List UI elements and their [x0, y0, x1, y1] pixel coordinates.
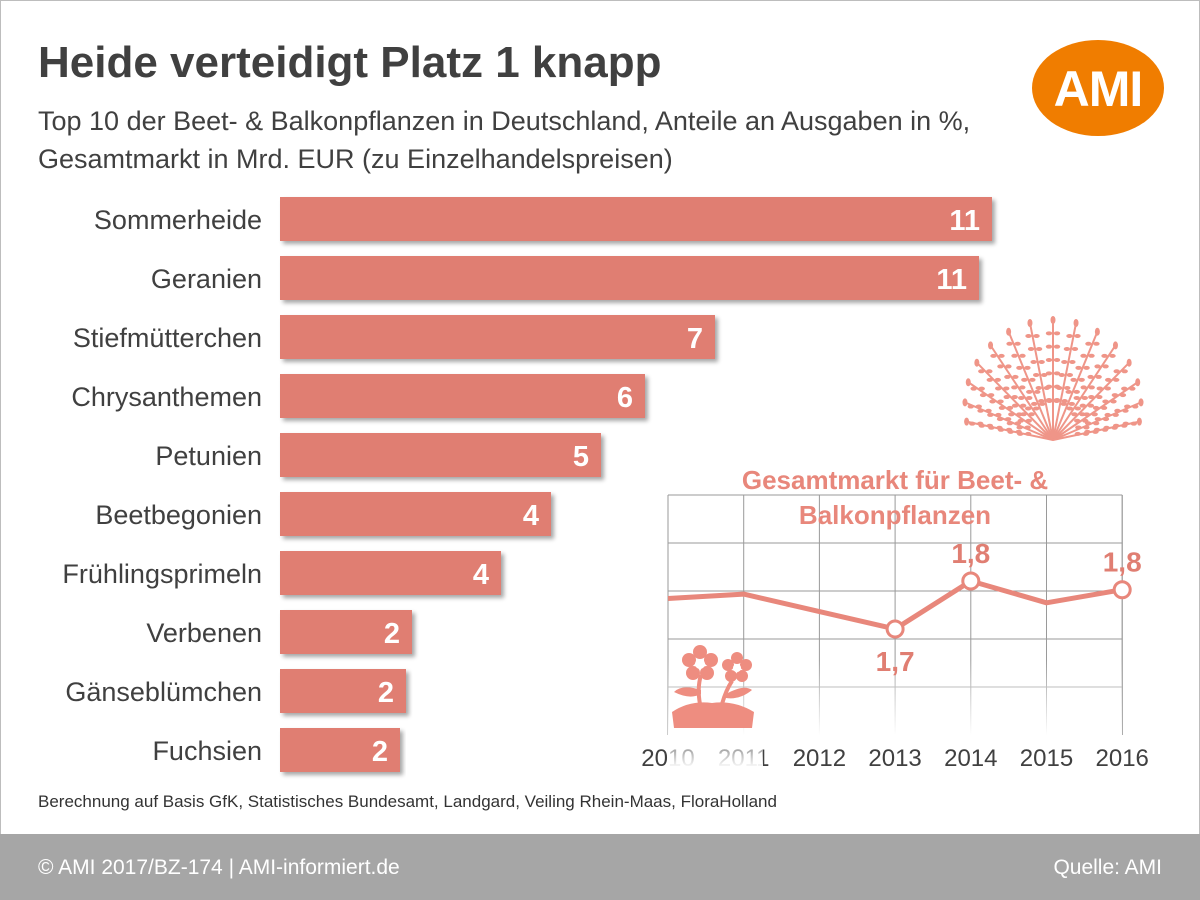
footer-bar: © AMI 2017/BZ-174 | AMI-informiert.de Qu…: [0, 834, 1200, 900]
line-point-label: 1,8: [1103, 547, 1142, 578]
line-chart-title-line-2: Balkonpflanzen: [799, 500, 991, 530]
line-chart-title-line-1: Gesamtmarkt für Beet- &: [742, 465, 1048, 495]
chart-title: Heide verteidigt Platz 1 knapp: [38, 38, 662, 87]
heather-icon: [962, 316, 1144, 441]
bar-value-label: 2: [384, 618, 400, 650]
bar-9: [280, 728, 400, 772]
bar-value-label: 2: [378, 677, 394, 709]
bar-value-label: 4: [523, 500, 539, 532]
ami-logo-text: AMI: [1053, 61, 1144, 117]
bar-3: [280, 374, 645, 418]
line-point-label: 1,8: [951, 538, 990, 569]
line-point-marker: [885, 619, 905, 639]
chart-canvas: Sommerheide 11 Geranien 11 Stiefmütterchen 7 C…: [62, 197, 1150, 772]
source-note: Berechnung auf Basis GfK, Statistisches …: [38, 792, 777, 811]
bar-chart: Sommerheide 11 Geranien 11 Stiefmütterchen 7 C…: [62, 197, 992, 772]
bar-category-label: Gänseblümchen: [65, 677, 262, 707]
footer-copyright: © AMI 2017/BZ-174 | AMI-informiert.de: [38, 856, 400, 879]
bar-category-label: Frühlingsprimeln: [62, 559, 262, 589]
bar-8: [280, 669, 406, 713]
chart-subtitle-line-2: Gesamtmarkt in Mrd. EUR (zu Einzelhandel…: [38, 144, 673, 174]
year-tick-label: 2014: [944, 745, 997, 772]
bar-2: [280, 315, 715, 359]
bar-category-label: Beetbegonien: [95, 500, 262, 530]
bar-value-label: 2: [372, 736, 388, 768]
bar-category-label: Sommerheide: [94, 205, 262, 235]
bar-category-label: Petunien: [155, 441, 262, 471]
bar-6: [280, 551, 501, 595]
bar-1: [280, 256, 979, 300]
ami-logo: AMI: [1032, 40, 1164, 136]
bar-5: [280, 492, 551, 536]
bar-4: [280, 433, 601, 477]
year-tick-label: 2012: [793, 745, 846, 772]
bar-value-label: 5: [573, 441, 589, 473]
bar-category-label: Verbenen: [146, 618, 262, 648]
year-tick-label: 2015: [1020, 745, 1073, 772]
footer-source: Quelle: AMI: [1053, 856, 1162, 879]
bar-category-label: Geranien: [151, 264, 262, 294]
bar-value-label: 7: [687, 323, 703, 355]
line-point-marker: [961, 571, 981, 591]
bar-value-label: 11: [936, 264, 967, 296]
line-series: 1,7 1,8 1,8: [667, 538, 1142, 677]
year-tick-label: 2013: [868, 745, 921, 772]
bar-category-label: Fuchsien: [152, 736, 262, 766]
line-point-marker: [1112, 580, 1132, 600]
flower-pot-icon: [668, 645, 763, 768]
bar-7: [280, 610, 412, 654]
bar-category-label: Stiefmütterchen: [73, 323, 262, 353]
chart-subtitle-line-1: Top 10 der Beet- & Balkonpflanzen in Deu…: [38, 106, 971, 136]
heather-fade: [960, 445, 1150, 495]
bar-category-label: Chrysanthemen: [71, 382, 262, 412]
bar-value-label: 6: [617, 382, 633, 414]
line-point-label: 1,7: [876, 646, 915, 677]
bar-value-label: 11: [949, 205, 980, 237]
year-tick-label: 2016: [1096, 745, 1149, 772]
bar-0: [280, 197, 992, 241]
bar-value-label: 4: [473, 559, 489, 591]
